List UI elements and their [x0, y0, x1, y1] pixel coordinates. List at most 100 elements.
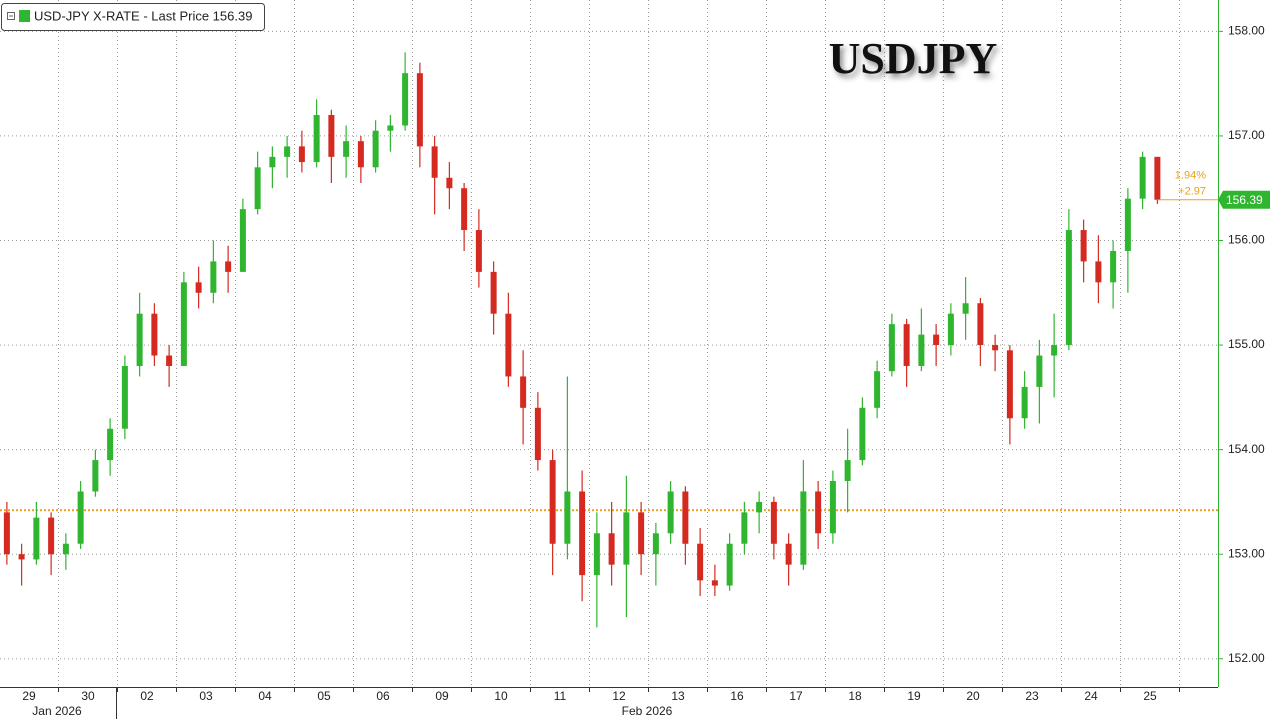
x-tick-label: 18: [848, 689, 862, 703]
candle-body: [977, 303, 984, 346]
candle-body: [697, 543, 704, 581]
y-tick-label: 158.00: [1228, 24, 1265, 38]
candle-body: [549, 460, 556, 544]
candle-body: [210, 261, 217, 293]
last-price-tag: [1218, 190, 1270, 209]
candle-body: [682, 491, 689, 544]
candle-body: [151, 313, 158, 356]
candle-body: [756, 501, 763, 513]
candle-body: [402, 73, 409, 126]
candle-body: [829, 481, 836, 534]
candle-body: [357, 141, 364, 168]
legend-swatch: [19, 10, 30, 22]
x-tick-label: 13: [671, 689, 685, 703]
candle-body: [815, 491, 822, 534]
candle-body: [505, 313, 512, 377]
candle-body: [1080, 230, 1087, 262]
candle-body: [92, 460, 99, 492]
candle-body: [387, 125, 394, 131]
x-tick-label: 12: [612, 689, 626, 703]
candle-body: [62, 543, 69, 555]
x-tick-label: 24: [1084, 689, 1098, 703]
candle-body: [1139, 156, 1146, 199]
y-tick-label: 154.00: [1228, 442, 1265, 456]
x-tick-label: 30: [81, 689, 95, 703]
legend-label: USD-JPY X-RATE - Last Price 156.39: [34, 8, 252, 23]
candle-body: [269, 156, 276, 168]
candle-body: [77, 491, 84, 544]
candle-body: [121, 365, 128, 429]
candle-body: [33, 517, 40, 560]
candle-body: [1006, 350, 1013, 419]
candle-body: [48, 517, 55, 555]
x-tick-label: 23: [1025, 689, 1039, 703]
chart-title: USDJPY: [829, 34, 998, 83]
x-tick-label: 11: [554, 689, 567, 703]
candle-body: [225, 261, 232, 272]
candle-body: [741, 512, 748, 544]
candle-body: [1036, 355, 1043, 387]
candle-body: [534, 407, 541, 461]
candle-body: [431, 146, 438, 178]
x-tick-label: 10: [494, 689, 508, 703]
candle-body: [520, 376, 527, 408]
candle-body: [416, 73, 423, 147]
x-tick-label: 06: [376, 689, 390, 703]
last-price-label: 156.39: [1226, 193, 1263, 207]
candle-body: [18, 554, 25, 560]
candle-body: [284, 146, 291, 157]
candle-body: [3, 512, 10, 555]
candle-body: [254, 167, 261, 210]
grid: [0, 0, 1218, 687]
y-tick-label: 156.00: [1228, 233, 1265, 247]
y-tick-label: 152.00: [1228, 651, 1265, 665]
x-tick-label: 17: [789, 689, 803, 703]
candle-body: [239, 209, 246, 272]
candle-body: [652, 533, 659, 555]
x-tick-label: 19: [907, 689, 921, 703]
candle-body: [298, 146, 305, 163]
candle-body: [933, 334, 940, 346]
candle-body: [1021, 386, 1028, 419]
x-tick-label: 16: [730, 689, 744, 703]
legend-box: [1, 3, 265, 31]
candle-body: [579, 491, 586, 576]
candle-body: [785, 543, 792, 565]
month-label: Jan 2026: [32, 704, 82, 718]
candle-body: [195, 282, 202, 293]
candle-body: [623, 512, 630, 565]
x-tick-label: 20: [966, 689, 980, 703]
candle-body: [328, 115, 335, 157]
candle-body: [888, 324, 895, 372]
x-tick-label: 02: [140, 689, 154, 703]
candle-body: [726, 543, 733, 586]
candle-body: [918, 334, 925, 366]
candle-body: [962, 303, 969, 314]
candle-body: [667, 491, 674, 534]
candle-body: [343, 141, 350, 157]
candle-body: [446, 177, 453, 189]
x-tick-label: 05: [317, 689, 331, 703]
candle-body: [992, 345, 999, 351]
candle-body: [1065, 230, 1072, 346]
change-label: 1.94%: [1175, 170, 1206, 182]
candle-body: [490, 271, 497, 314]
candle-body: [947, 313, 954, 346]
candle-body: [1051, 345, 1058, 356]
candle-body: [638, 512, 645, 555]
candle-body: [475, 230, 482, 272]
candle-body: [372, 130, 379, 168]
y-tick-label: 153.00: [1228, 546, 1265, 560]
candle-body: [844, 460, 851, 482]
legend: USD-JPY X-RATE - Last Price 156.39: [1, 3, 265, 31]
candle-body: [1124, 198, 1131, 251]
x-tick-label: 03: [199, 689, 213, 703]
candle-body: [593, 533, 600, 576]
candle-body: [903, 324, 910, 366]
candle-body: [608, 533, 615, 565]
candle-body: [107, 428, 114, 461]
candle-body: [800, 491, 807, 565]
y-tick-label: 157.00: [1228, 128, 1265, 142]
